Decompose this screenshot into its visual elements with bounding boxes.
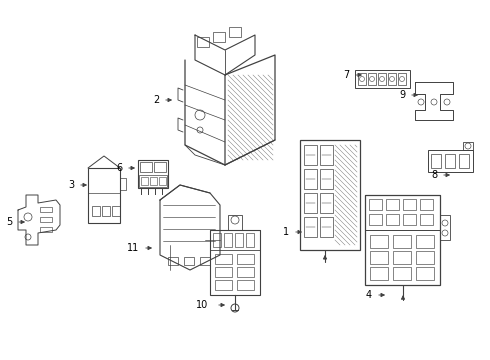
Bar [398,73,406,85]
Text: 1: 1 [283,227,289,237]
Text: 4: 4 [366,290,372,300]
Bar [445,154,455,168]
Bar [237,254,254,264]
Bar [403,214,416,225]
Bar [370,251,388,264]
Bar [197,37,209,47]
Text: 9: 9 [399,90,405,100]
Bar [237,280,254,290]
Bar [210,230,260,250]
Bar [141,177,148,185]
Bar [184,257,194,265]
Bar [369,199,382,210]
Bar [304,145,317,165]
Bar [393,235,411,248]
Bar [431,154,441,168]
Text: 5: 5 [6,217,12,227]
Bar [358,73,366,85]
Text: 2: 2 [153,95,159,105]
Bar [393,251,411,264]
Bar [139,175,167,187]
Bar [320,193,333,213]
Bar [154,162,166,172]
Bar [102,206,110,216]
Bar [365,195,440,285]
Text: 8: 8 [431,170,437,180]
Text: 10: 10 [196,300,208,310]
Bar [386,214,399,225]
Bar [215,254,232,264]
Bar [88,168,120,223]
Bar [320,169,333,189]
Bar [300,140,360,250]
Bar [393,267,411,280]
Bar [229,27,241,37]
Text: 6: 6 [116,163,122,173]
Bar [150,177,157,185]
Bar [168,257,178,265]
Bar [215,267,232,277]
Bar [210,230,260,295]
Bar [246,233,254,247]
Bar [416,235,434,248]
Bar [304,169,317,189]
Bar [200,257,210,265]
Bar [388,73,396,85]
Bar [40,217,52,222]
Bar [235,233,243,247]
Bar [370,267,388,280]
Bar [215,280,232,290]
Bar [463,142,473,150]
Bar [40,227,52,232]
Bar [368,73,376,85]
Bar [213,233,221,247]
Bar [320,145,333,165]
Bar [237,267,254,277]
Bar [416,267,434,280]
Bar [140,162,152,172]
Bar [365,195,440,230]
Bar [420,199,433,210]
Text: 3: 3 [68,180,74,190]
Bar [138,160,168,188]
Bar [420,214,433,225]
Bar [355,70,410,88]
Bar [370,235,388,248]
Bar [378,73,386,85]
Bar [416,251,434,264]
Bar [224,233,232,247]
Bar [440,215,450,240]
Bar [320,217,333,237]
Bar [40,207,52,212]
Bar [428,150,473,172]
Bar [228,215,242,230]
Bar [403,199,416,210]
Bar [304,217,317,237]
Text: 7: 7 [343,70,349,80]
Bar [304,193,317,213]
Bar [369,214,382,225]
Bar [213,32,225,42]
Bar [386,199,399,210]
Text: 11: 11 [127,243,139,253]
Bar [459,154,469,168]
Bar [112,206,120,216]
Bar [92,206,100,216]
Bar [159,177,166,185]
